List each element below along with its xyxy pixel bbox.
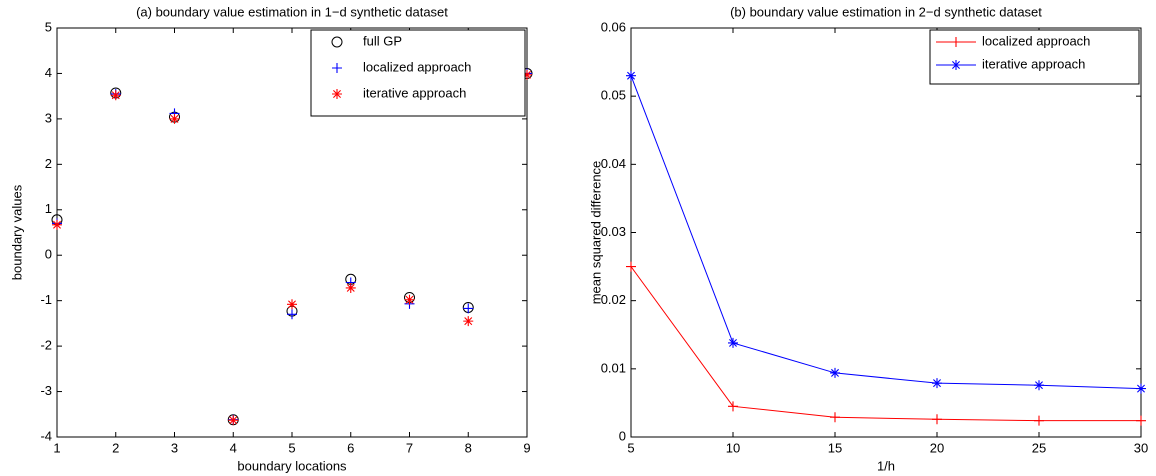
y-tick-label: 0.03 bbox=[601, 224, 626, 239]
data-point bbox=[110, 90, 121, 101]
y-tick-label: 4 bbox=[45, 65, 52, 80]
y-tick-label: 0.02 bbox=[601, 292, 626, 307]
legend-label: localized approach bbox=[363, 59, 471, 74]
data-point bbox=[463, 303, 474, 314]
chart: (a) boundary value estimation in 1−d syn… bbox=[9, 4, 533, 473]
plot-frame bbox=[630, 27, 1142, 438]
x-axis-label: 1/h bbox=[877, 458, 895, 473]
data-point bbox=[1034, 415, 1044, 426]
data-point bbox=[404, 294, 415, 305]
x-tick-label: 10 bbox=[726, 440, 740, 455]
data-point bbox=[463, 316, 474, 327]
y-tick-label: 0.06 bbox=[601, 19, 626, 34]
data-point bbox=[345, 282, 356, 293]
x-tick-label: 2 bbox=[112, 440, 119, 455]
legend-label: localized approach bbox=[982, 33, 1090, 48]
legend-label: full GP bbox=[363, 33, 402, 48]
data-point bbox=[830, 367, 840, 378]
y-tick-label: 1 bbox=[45, 201, 52, 216]
data-point bbox=[626, 261, 636, 272]
x-tick-label: 8 bbox=[465, 440, 472, 455]
legend-label: iterative approach bbox=[363, 85, 466, 100]
data-point bbox=[728, 401, 738, 412]
y-tick-label: -2 bbox=[40, 338, 52, 353]
y-tick-label: 0.01 bbox=[601, 360, 626, 375]
y-tick-label: 0.04 bbox=[601, 156, 626, 171]
legend-box bbox=[310, 29, 526, 117]
legend-marker bbox=[331, 36, 343, 48]
y-tick-label: 0 bbox=[619, 428, 626, 443]
x-tick-label: 6 bbox=[347, 440, 354, 455]
y-tick-label: -3 bbox=[40, 383, 52, 398]
data-point bbox=[626, 70, 636, 81]
y-tick-label: 0 bbox=[45, 247, 52, 262]
data-point bbox=[228, 415, 239, 426]
data-point bbox=[830, 412, 840, 423]
x-tick-label: 1 bbox=[53, 440, 60, 455]
x-tick-label: 3 bbox=[171, 440, 178, 455]
chart: (b) boundary value estimation in 2−d syn… bbox=[588, 4, 1148, 473]
x-tick-label: 25 bbox=[1032, 440, 1046, 455]
data-point bbox=[287, 309, 297, 320]
data-point bbox=[932, 378, 942, 389]
y-tick-label: 3 bbox=[45, 110, 52, 125]
chart-title: (b) boundary value estimation in 2−d syn… bbox=[730, 4, 1042, 19]
legend-marker bbox=[951, 37, 961, 47]
x-tick-label: 7 bbox=[406, 440, 413, 455]
legend-marker bbox=[332, 89, 342, 99]
data-point bbox=[1136, 383, 1146, 394]
legend-marker bbox=[332, 63, 342, 73]
y-tick-label: 2 bbox=[45, 156, 52, 171]
series-line bbox=[630, 266, 1141, 422]
legend-box bbox=[929, 29, 1140, 85]
y-tick-label: -4 bbox=[40, 428, 52, 443]
data-point bbox=[522, 69, 532, 80]
y-tick-label: 5 bbox=[45, 19, 52, 34]
data-point bbox=[1034, 380, 1044, 391]
data-point bbox=[169, 113, 180, 124]
data-point bbox=[287, 299, 297, 310]
x-tick-label: 5 bbox=[627, 440, 634, 455]
y-tick-label: 0.05 bbox=[601, 88, 626, 103]
x-tick-label: 4 bbox=[230, 440, 237, 455]
x-tick-label: 15 bbox=[828, 440, 842, 455]
x-tick-label: 5 bbox=[288, 440, 295, 455]
chart-title: (a) boundary value estimation in 1−d syn… bbox=[136, 4, 448, 19]
legend-marker bbox=[951, 60, 961, 70]
y-axis-label: mean squared difference bbox=[588, 161, 603, 305]
x-tick-label: 20 bbox=[930, 440, 944, 455]
y-axis-label: boundary values bbox=[9, 184, 24, 280]
series-line bbox=[630, 75, 1142, 390]
x-axis-label: boundary locations bbox=[237, 458, 347, 473]
data-point bbox=[932, 414, 942, 425]
x-tick-label: 9 bbox=[523, 440, 530, 455]
data-point bbox=[52, 219, 62, 230]
data-point bbox=[1136, 415, 1146, 426]
y-tick-label: -1 bbox=[40, 292, 52, 307]
data-point bbox=[728, 337, 738, 348]
x-tick-label: 30 bbox=[1134, 440, 1148, 455]
legend-label: iterative approach bbox=[982, 56, 1085, 71]
